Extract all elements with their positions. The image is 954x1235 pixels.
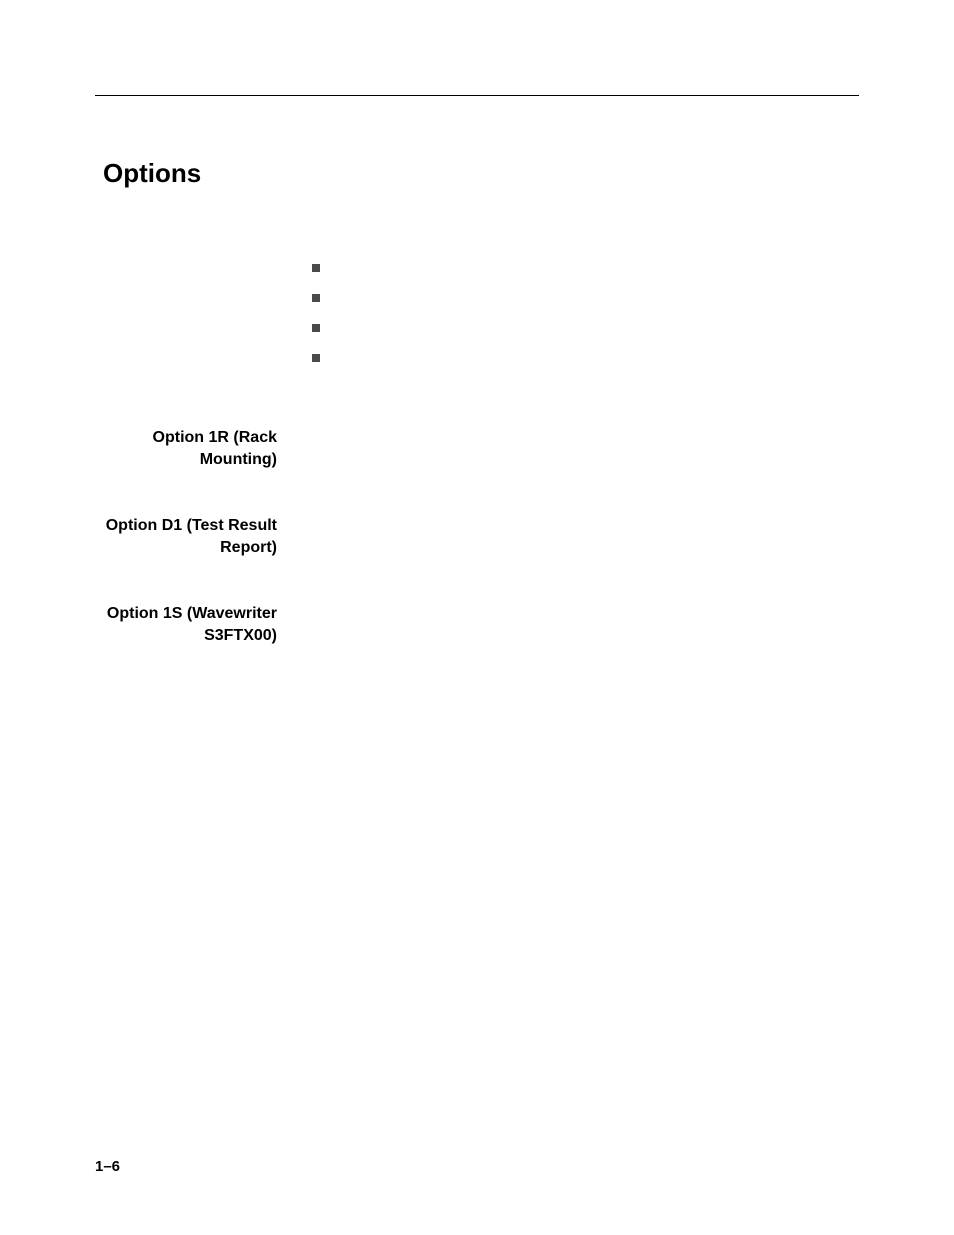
option-label: Option 1S (Wavewriter S3FTX00) [95,603,295,646]
option-label: Option D1 (Test Result Report) [95,515,295,558]
page-number: 1–6 [95,1158,120,1175]
bullet-item [312,324,859,332]
option-body [295,603,859,646]
option-label: Option 1R (Rack Mounting) [95,427,295,470]
bullet-item [312,354,859,362]
page-title: Options [103,158,859,189]
square-bullet-icon [312,264,320,272]
top-rule [95,95,859,96]
bullet-item [312,294,859,302]
square-bullet-icon [312,354,320,362]
option-body [295,427,859,470]
square-bullet-icon [312,294,320,302]
option-block: Option 1R (Rack Mounting) [95,427,859,470]
bullet-list [312,264,859,362]
document-page: Options Option 1R (Rack Mounting) Option… [0,0,954,1235]
option-body [295,515,859,558]
option-block: Option D1 (Test Result Report) [95,515,859,558]
bullet-item [312,264,859,272]
square-bullet-icon [312,324,320,332]
option-block: Option 1S (Wavewriter S3FTX00) [95,603,859,646]
